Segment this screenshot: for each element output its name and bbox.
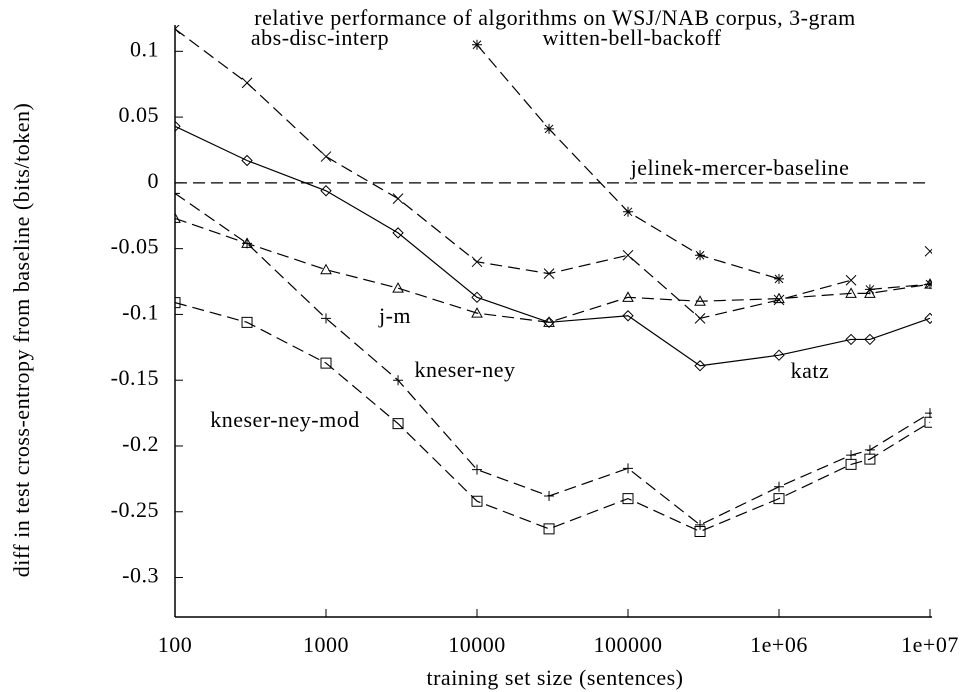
marker xyxy=(544,490,555,501)
x-tick-label: 1000 xyxy=(303,632,349,657)
marker xyxy=(241,316,253,328)
marker xyxy=(392,282,404,293)
chart-title: relative performance of algorithms on WS… xyxy=(254,5,855,30)
marker xyxy=(543,316,555,329)
marker xyxy=(845,274,857,286)
marker xyxy=(392,193,404,205)
marker xyxy=(622,249,634,261)
marker xyxy=(622,310,634,322)
marker xyxy=(864,287,876,298)
marker xyxy=(924,416,932,428)
x-tick-label: 1e+07 xyxy=(901,632,959,657)
marker xyxy=(694,525,706,537)
y-tick-label: -0.25 xyxy=(111,497,159,522)
marker xyxy=(320,357,332,369)
y-tick-label: -0.1 xyxy=(122,299,159,324)
marker xyxy=(773,349,785,361)
marker xyxy=(471,307,483,318)
series-label: witten-bell-backoff xyxy=(543,25,722,50)
marker xyxy=(694,295,706,306)
marker xyxy=(320,151,332,162)
marker xyxy=(544,123,555,134)
series-line xyxy=(175,192,931,526)
marker xyxy=(864,284,875,295)
marker xyxy=(471,291,483,304)
marker xyxy=(320,185,332,197)
marker xyxy=(695,519,706,530)
marker xyxy=(846,450,857,461)
y-tick-label: -0.05 xyxy=(111,234,159,259)
y-tick-label: 0.05 xyxy=(119,102,160,127)
marker xyxy=(924,312,932,325)
marker xyxy=(622,291,634,302)
marker xyxy=(845,287,857,298)
plot-area xyxy=(175,25,932,537)
series-line xyxy=(175,125,931,367)
marker xyxy=(241,154,253,167)
series-label: jelinek-mercer-baseline xyxy=(630,155,850,180)
marker xyxy=(845,458,857,470)
marker xyxy=(774,273,784,284)
marker xyxy=(471,495,483,507)
marker xyxy=(925,279,932,290)
marker xyxy=(694,360,706,372)
marker xyxy=(845,333,857,346)
marker xyxy=(925,408,932,419)
marker xyxy=(924,245,932,257)
marker xyxy=(543,268,555,279)
marker xyxy=(472,39,482,50)
marker xyxy=(774,481,784,492)
x-tick-label: 100000 xyxy=(594,632,663,657)
marker xyxy=(393,375,404,386)
marker xyxy=(175,297,181,309)
marker xyxy=(864,444,875,455)
y-tick-label: -0.15 xyxy=(111,365,159,390)
marker xyxy=(472,464,482,475)
marker xyxy=(175,25,181,35)
x-axis-label: training set size (sentences) xyxy=(426,665,683,690)
series-label: kneser-ney xyxy=(414,357,515,382)
series-label: katz xyxy=(791,358,830,383)
series-line xyxy=(175,217,931,323)
marker xyxy=(622,493,634,505)
y-tick-label: -0.2 xyxy=(122,431,159,456)
marker xyxy=(543,316,555,327)
marker xyxy=(864,333,876,346)
marker xyxy=(175,188,180,199)
marker xyxy=(175,212,181,223)
y-tick-label: 0 xyxy=(148,168,160,193)
marker xyxy=(623,463,633,474)
marker xyxy=(392,227,404,239)
marker xyxy=(773,292,785,304)
marker xyxy=(773,493,785,505)
y-tick-label: -0.3 xyxy=(122,563,159,588)
marker xyxy=(694,313,706,324)
series-label: j-m xyxy=(378,303,411,328)
series-label: abs-disc-interp xyxy=(251,25,389,50)
marker xyxy=(695,250,706,261)
marker xyxy=(392,418,404,430)
y-axis-label: diff in test cross-entropy from baseline… xyxy=(9,103,34,578)
marker xyxy=(242,238,253,249)
x-tick-label: 100 xyxy=(158,632,193,657)
marker xyxy=(241,77,253,89)
marker xyxy=(543,523,555,535)
marker xyxy=(924,278,932,289)
x-tick-label: 1e+06 xyxy=(750,632,808,657)
marker xyxy=(320,263,332,275)
marker xyxy=(864,453,876,465)
marker xyxy=(773,294,785,306)
x-tick-label: 10000 xyxy=(448,632,506,657)
series-label: kneser-ney-mod xyxy=(210,407,360,432)
marker xyxy=(471,256,483,268)
marker xyxy=(623,206,633,217)
series-line xyxy=(175,302,931,533)
y-tick-label: 0.1 xyxy=(130,36,159,61)
marker xyxy=(321,313,331,324)
marker xyxy=(175,120,181,133)
